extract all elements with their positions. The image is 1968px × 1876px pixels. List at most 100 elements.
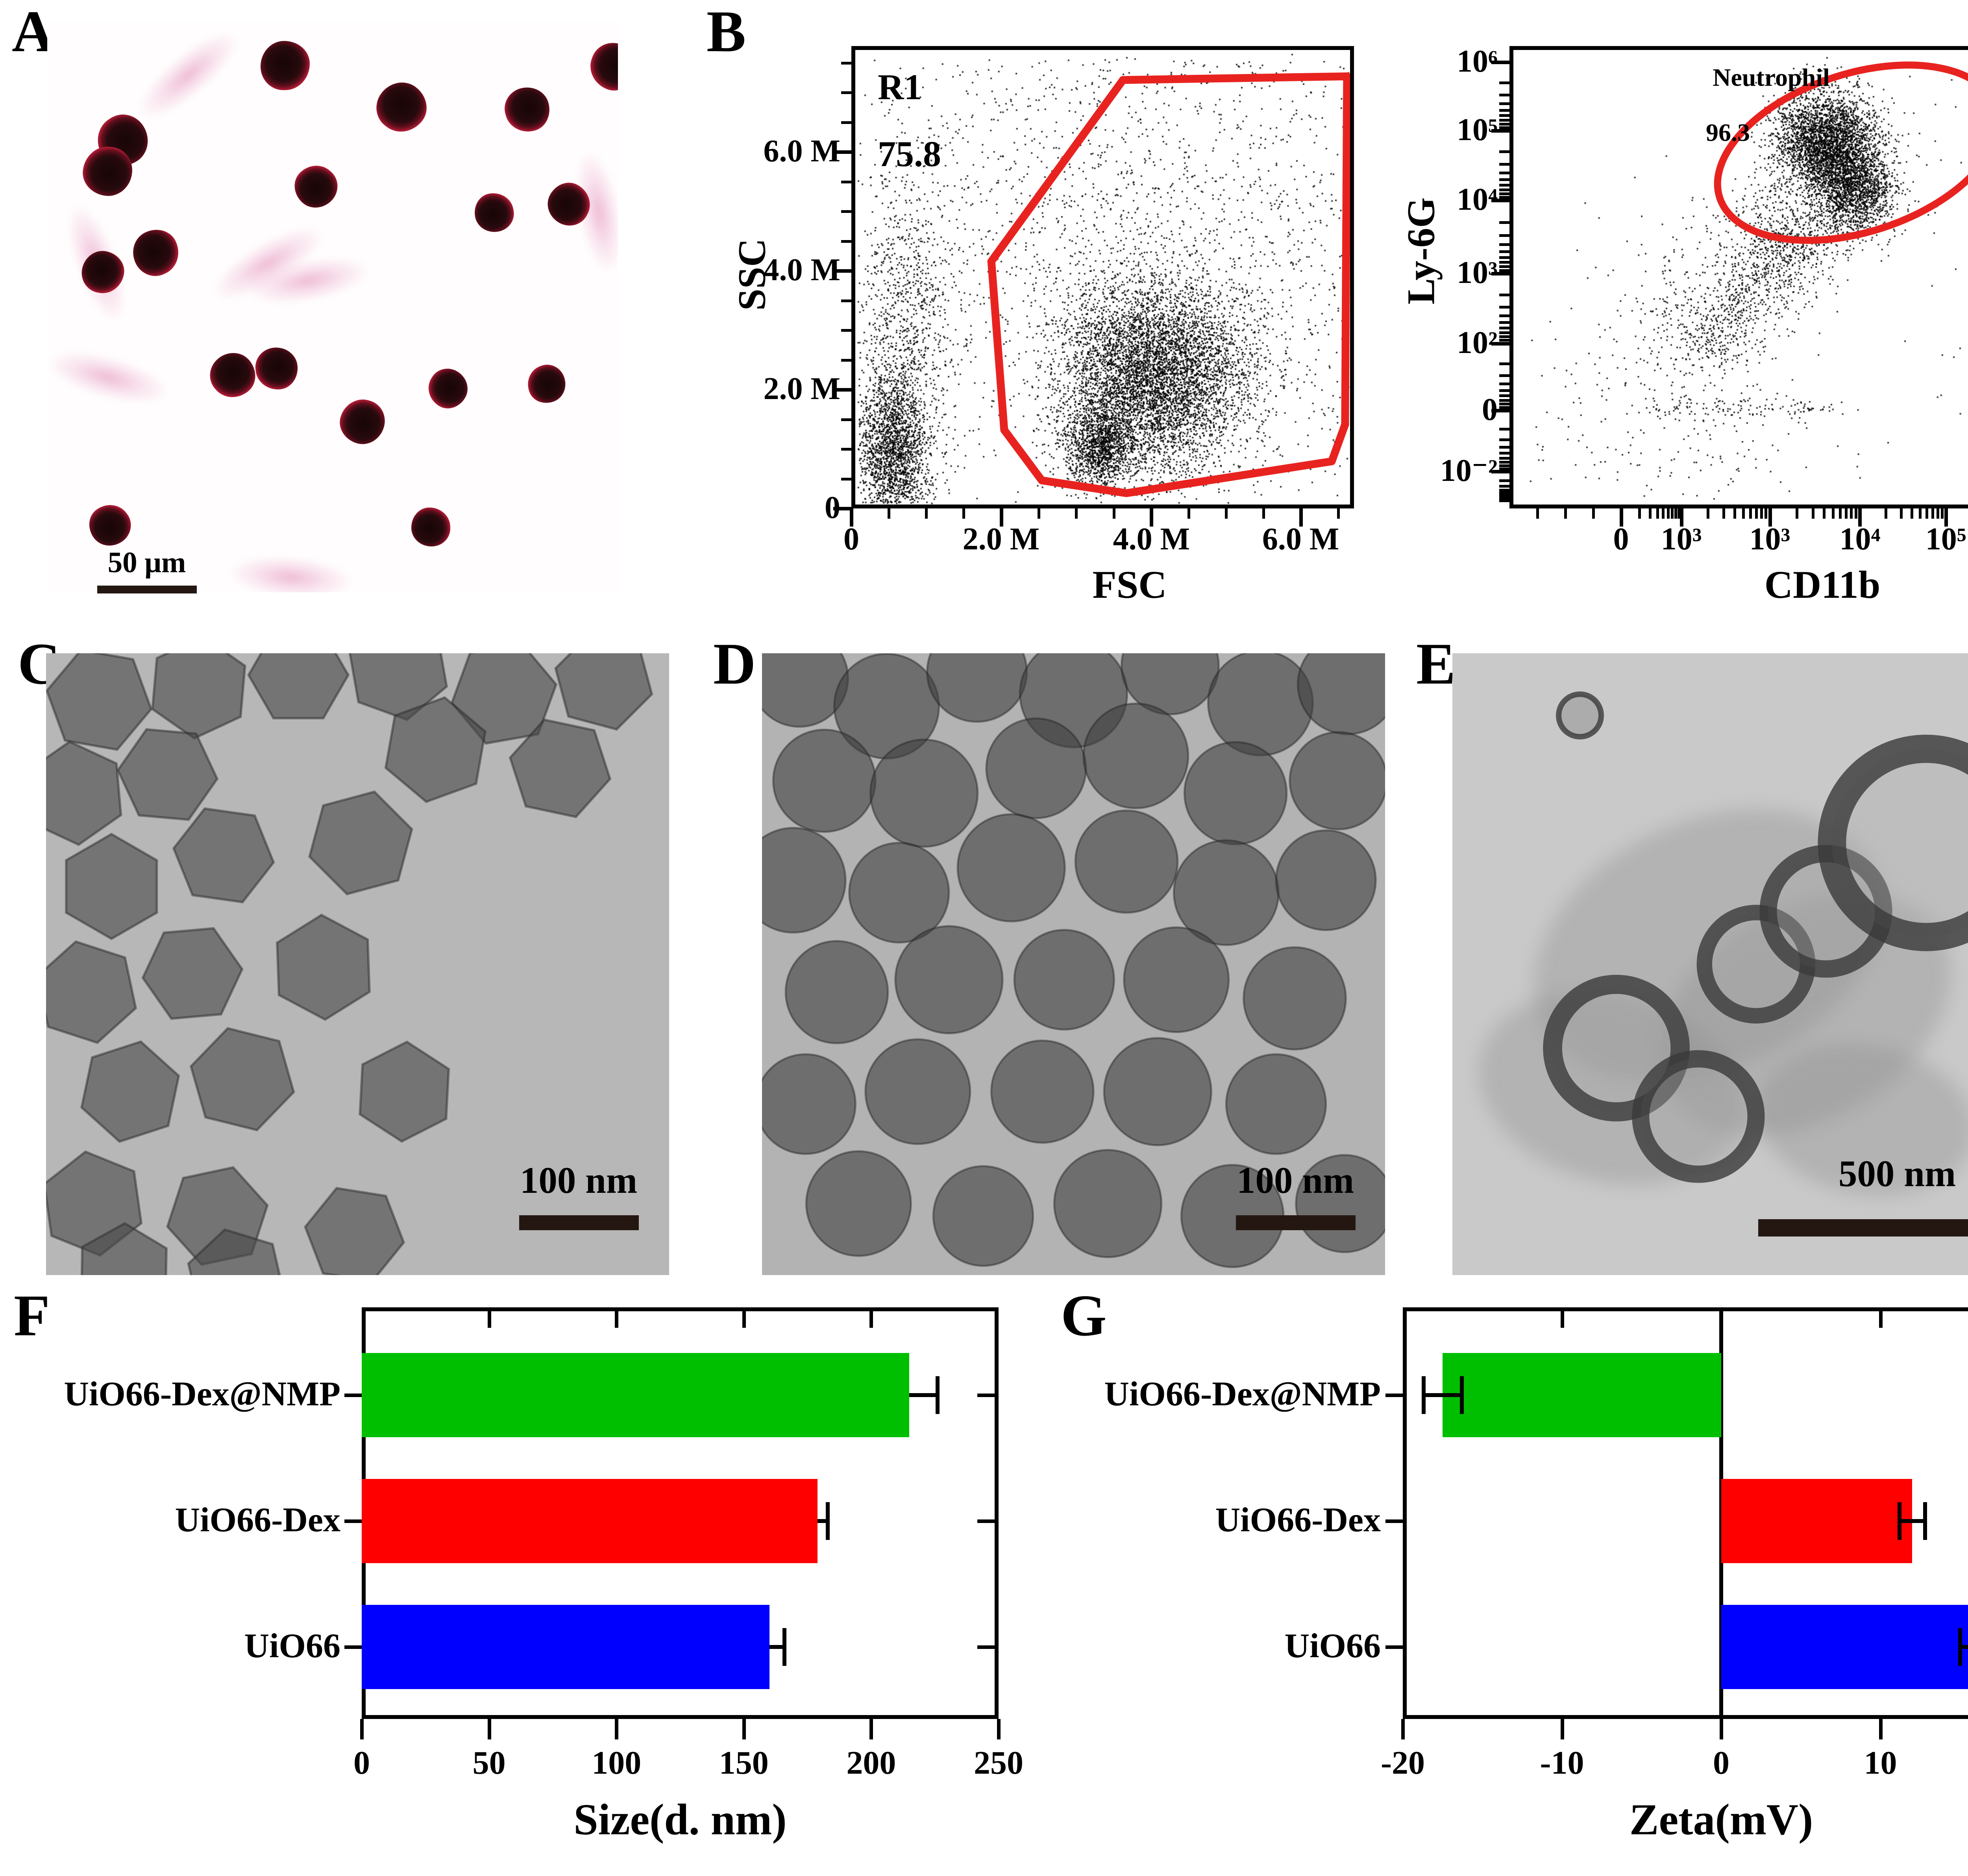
flow2-y-tick <box>1491 342 1509 346</box>
flow1-x-minor-tick <box>1337 508 1340 519</box>
stained-cell <box>81 496 139 554</box>
size-bar-error-cap <box>826 1502 830 1540</box>
size-bar-category-label: UiO66-Dex <box>175 1501 340 1539</box>
tem-panel-d <box>762 653 1385 1275</box>
tem-panel-c <box>46 653 669 1275</box>
zeta-bar-category-tick <box>1385 1645 1403 1649</box>
flow2-y-minor-tick <box>1499 265 1509 268</box>
flow2-x-minor-tick <box>1656 508 1659 519</box>
flow1-x-tick-label: 0 <box>843 522 859 556</box>
zeta-bar-error-cap <box>1421 1376 1426 1414</box>
flow2-x-tick <box>1944 508 1948 527</box>
size-bar-category-tick <box>344 1393 362 1397</box>
size-bar-x-tick <box>615 1719 619 1739</box>
size-bar-error-cap <box>782 1628 787 1666</box>
flow2-y-minor-tick <box>1499 188 1509 191</box>
vesicle-ring <box>1556 691 1604 740</box>
flow2-x-tick-label: 10³ <box>1661 522 1702 556</box>
flow1-y-tick <box>833 150 851 154</box>
scalebar-a <box>97 586 197 593</box>
flow2-x-minor-tick <box>1910 508 1913 519</box>
size-bar-x-tick-label: 250 <box>974 1745 1023 1781</box>
tissue-wisp <box>130 22 246 128</box>
size-bar-x-tick <box>487 1719 491 1739</box>
flow1-x-tick <box>1150 508 1154 527</box>
flow2-y-minor-tick <box>1499 339 1509 342</box>
mof-hexagon-particle <box>80 1222 168 1275</box>
panel-label-g: G <box>1061 1283 1107 1348</box>
flow2-x-minor-tick <box>1919 508 1922 519</box>
flow2-x-minor-tick <box>1592 508 1595 519</box>
mof-hexagon-particle <box>189 1027 295 1131</box>
flow2-y-minor-tick <box>1499 123 1509 126</box>
flow2-annotation-label: Neutrophil <box>1713 63 1830 91</box>
flow2-y-minor-tick <box>1499 394 1509 397</box>
mof-hexagon-particle <box>117 728 219 821</box>
flow2-y-minor-tick <box>1499 192 1509 196</box>
flow1-y-tick <box>833 388 851 392</box>
flow2-y-minor-tick <box>1499 374 1509 377</box>
zeta-bar-x-tick <box>1560 1719 1564 1739</box>
flow1-x-minor-tick <box>1112 508 1115 519</box>
size-bar-x-tick-top <box>742 1311 746 1328</box>
flow2-x-minor-tick <box>1638 508 1641 519</box>
stained-cell <box>522 359 572 409</box>
mof-hexagon-particle <box>187 1228 281 1275</box>
zeta-chart-x-title: Zeta(mV) <box>1629 1795 1813 1844</box>
flow2-x-tick-label: 10⁴ <box>1839 522 1881 556</box>
mof-hexagon-particle <box>554 653 653 731</box>
size-bar-x-tick-label: 0 <box>353 1745 370 1781</box>
flow2-y-tick-label: 10⁶ <box>1457 44 1498 79</box>
stained-cell <box>286 157 346 216</box>
flow1-x-tick-label: 2.0 M <box>962 522 1040 556</box>
flow2-x-minor-tick <box>1648 508 1652 519</box>
stained-cell <box>411 507 451 547</box>
mof-hexagon-particle <box>65 833 158 940</box>
flow2-x-minor-tick <box>1844 508 1848 519</box>
size-bar-x-tick <box>997 1719 1001 1739</box>
size-bar-x-tick-label: 200 <box>846 1745 896 1781</box>
vesicle-ring <box>1818 734 1968 951</box>
panel-label-f: F <box>14 1283 50 1348</box>
flow2-annotation-percent: 96.3 <box>1706 118 1750 146</box>
size-bar-x-tick <box>360 1719 364 1739</box>
flow2-x-axis-title: CD11b <box>1764 563 1881 606</box>
zeta-bar-category-label: UiO66 <box>1284 1626 1381 1665</box>
flow1-x-minor-tick <box>1262 508 1265 519</box>
zeta-bar-x-tick-top <box>1560 1311 1564 1328</box>
size-bar-x-tick-top <box>869 1311 873 1328</box>
flow-plot-cd11b-ly6g <box>1509 46 1968 508</box>
mof-hexagon-particle <box>384 696 487 803</box>
zeta-bar-x-tick <box>1879 1719 1883 1739</box>
flow2-y-minor-tick <box>1499 389 1509 392</box>
size-bar-error-cap <box>935 1376 940 1414</box>
flow1-y-minor-tick <box>841 448 851 451</box>
flow2-y-minor-tick <box>1499 321 1509 324</box>
flow2-y-minor-tick <box>1499 269 1509 272</box>
flow2-y-tick <box>1491 408 1509 412</box>
scalebar-c <box>519 1215 639 1230</box>
flow2-x-minor-tick <box>1850 508 1853 519</box>
flow1-gate-overlay <box>987 72 1350 497</box>
flow1-x-axis-title: FSC <box>1092 563 1167 606</box>
mof-round-particle <box>1103 1037 1212 1146</box>
flow1-x-tick <box>1299 508 1303 527</box>
flow2-y-minor-tick <box>1499 305 1509 309</box>
flow2-y-tick-label: 10³ <box>1457 255 1498 290</box>
stained-cell <box>261 41 310 90</box>
mof-round-particle <box>932 1165 1034 1267</box>
flow1-y-minor-tick <box>841 91 851 94</box>
flow2-x-tick-label: 10⁵ <box>1925 522 1966 556</box>
zeta-bar-bar-3 <box>1721 1604 1968 1689</box>
zeta-bar-x-tick-label: 0 <box>1713 1745 1729 1781</box>
mof-round-particle <box>762 1053 856 1155</box>
flow2-ellipse-overlay <box>1714 61 1968 244</box>
flow2-y-tick-label: 10⁻² <box>1440 453 1498 488</box>
flow2-y-minor-tick <box>1499 403 1509 406</box>
flow1-x-minor-tick <box>1038 508 1040 519</box>
flow2-x-minor-tick <box>1677 508 1680 519</box>
size-bar-x-tick-label: 100 <box>592 1745 642 1781</box>
stained-cell <box>499 82 555 137</box>
tissue-wisp <box>230 552 351 592</box>
flow2-y-minor-tick <box>1499 109 1509 112</box>
